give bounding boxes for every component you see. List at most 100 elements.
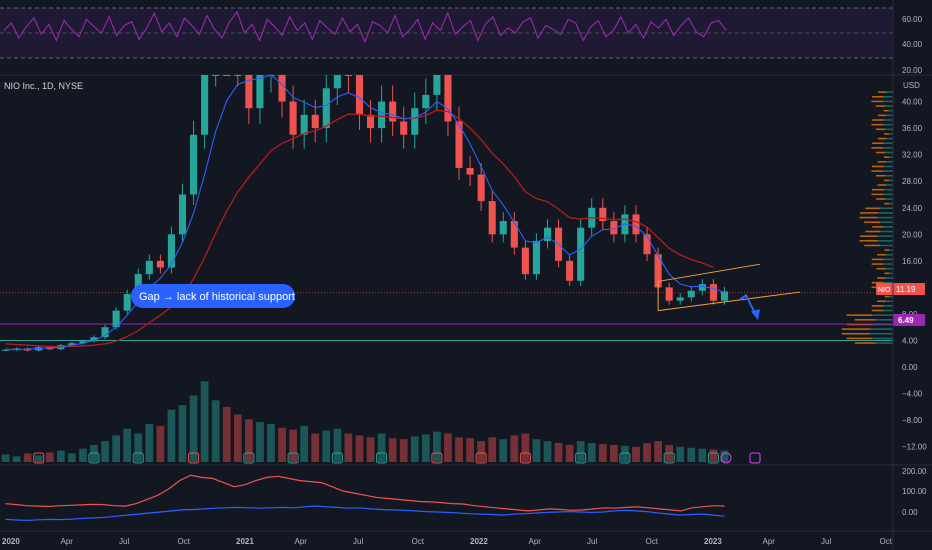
- rsi-tick-60: 60.00: [902, 15, 923, 24]
- candle-body: [278, 75, 286, 102]
- price-tag: NIO 11.19: [876, 283, 925, 295]
- rsi-line: [3, 10, 727, 44]
- earnings-marker[interactable]: [663, 452, 675, 464]
- earnings-marker[interactable]: [619, 452, 631, 464]
- volume-bar: [289, 429, 297, 462]
- vp-bar-down: [883, 258, 893, 261]
- volume-bar: [300, 425, 309, 462]
- vp-bar-down: [888, 133, 893, 135]
- vp-bar-up: [876, 198, 886, 200]
- vp-bar-down: [869, 328, 893, 330]
- volume-bar: [654, 441, 662, 462]
- vp-bar-up: [871, 170, 884, 172]
- volume-bar: [355, 435, 364, 462]
- candle-body: [709, 284, 717, 301]
- vp-bar-up: [877, 137, 887, 140]
- vp-bar-down: [886, 184, 893, 186]
- volume-bar: [267, 424, 275, 462]
- vp-bar-up: [859, 235, 879, 237]
- vp-bar-down: [883, 281, 893, 284]
- candle-body: [167, 234, 175, 268]
- earnings-marker[interactable]: [243, 452, 255, 464]
- volume-bar: [366, 437, 375, 462]
- future-earnings-marker[interactable]: [749, 452, 761, 464]
- vp-bar-down: [883, 123, 893, 126]
- event-lightning-icon[interactable]: [720, 452, 732, 464]
- candle-body: [344, 75, 352, 76]
- vp-bar-up: [884, 249, 890, 251]
- channel-lower-line[interactable]: [658, 291, 801, 312]
- earnings-marker[interactable]: [519, 452, 531, 464]
- time-tick: 2022: [470, 537, 488, 546]
- candle-body: [466, 167, 474, 175]
- vp-bar-up: [872, 119, 884, 121]
- candle-body: [322, 88, 330, 129]
- time-tick: Apr: [763, 537, 776, 546]
- vp-bar-down: [886, 114, 893, 117]
- volume-bar: [34, 455, 43, 462]
- vp-bar-up: [875, 105, 886, 107]
- volume-bar: [56, 450, 65, 462]
- candle-body: [112, 310, 120, 328]
- currency-label: USD: [903, 81, 920, 90]
- symbol-tag-bg: [876, 283, 893, 295]
- earnings-marker[interactable]: [188, 452, 200, 464]
- vp-bar-up: [884, 295, 890, 298]
- vp-bar-up: [872, 226, 884, 228]
- price-tick: 40.00: [902, 98, 923, 107]
- earnings-marker[interactable]: [376, 452, 388, 464]
- candle-body: [311, 114, 319, 129]
- volume-bar: [565, 444, 574, 462]
- vp-bar-up: [883, 109, 889, 112]
- channel-upper-line[interactable]: [658, 263, 761, 282]
- candle-body: [134, 274, 142, 295]
- projection-arrow[interactable]: [739, 293, 760, 321]
- vp-bar-up: [876, 174, 886, 177]
- vp-bar-down: [885, 253, 893, 256]
- earnings-marker[interactable]: [331, 452, 343, 464]
- earnings-marker[interactable]: [88, 452, 100, 464]
- vp-bar-down: [883, 119, 893, 121]
- time-tick: Apr: [295, 537, 308, 546]
- volume-bars: [1, 381, 729, 462]
- candle-body: [1, 349, 10, 351]
- candle-body: [90, 337, 98, 342]
- time-axis[interactable]: 2020 Apr Jul Oct 2021 Apr Jul Oct 2022 Apr Jul Oct 2…: [2, 537, 893, 546]
- rsi-tick-40: 40.00: [902, 40, 923, 49]
- vp-bar-up: [841, 332, 870, 335]
- vp-bar-up: [864, 244, 881, 247]
- earnings-marker[interactable]: [431, 452, 443, 464]
- vp-bar-up: [877, 91, 887, 93]
- vp-bar-up: [871, 100, 884, 103]
- earnings-marker[interactable]: [475, 452, 487, 464]
- candle-body: [488, 201, 496, 235]
- vp-bar-up: [876, 267, 886, 270]
- candle-body: [156, 260, 164, 268]
- rsi-pane: 60.00 40.00 20.00: [0, 7, 923, 75]
- earnings-marker[interactable]: [575, 452, 587, 464]
- gap-callout[interactable]: Gap → lack of historical support: [131, 284, 295, 308]
- vp-bar-up: [877, 277, 886, 279]
- oscillator-pane: 200.00 100.00 0.00: [5, 467, 927, 522]
- vp-bar-down: [888, 156, 893, 158]
- volume-bar: [311, 433, 320, 462]
- earnings-marker[interactable]: [33, 452, 45, 464]
- vp-bar-up: [871, 281, 884, 284]
- vp-bar-down: [878, 212, 893, 214]
- volume-bar: [333, 428, 342, 462]
- last-price-bg: [893, 283, 925, 295]
- volume-bar: [632, 446, 640, 462]
- vp-bar-down: [883, 147, 893, 149]
- candle-body: [499, 221, 507, 235]
- earnings-marker[interactable]: [132, 452, 144, 464]
- osc-tick-200: 200.00: [902, 467, 927, 476]
- vp-bar-down: [872, 337, 893, 340]
- vp-bar-down: [883, 188, 893, 191]
- last-price-label: 11.19: [896, 285, 916, 294]
- vp-bar-up: [841, 328, 870, 330]
- vp-bar-down: [869, 332, 893, 335]
- earnings-marker[interactable]: [707, 452, 719, 464]
- earnings-marker[interactable]: [287, 452, 299, 464]
- price-axis[interactable]: 40.0036.0032.0028.0024.0020.0016.0012.00…: [902, 98, 927, 452]
